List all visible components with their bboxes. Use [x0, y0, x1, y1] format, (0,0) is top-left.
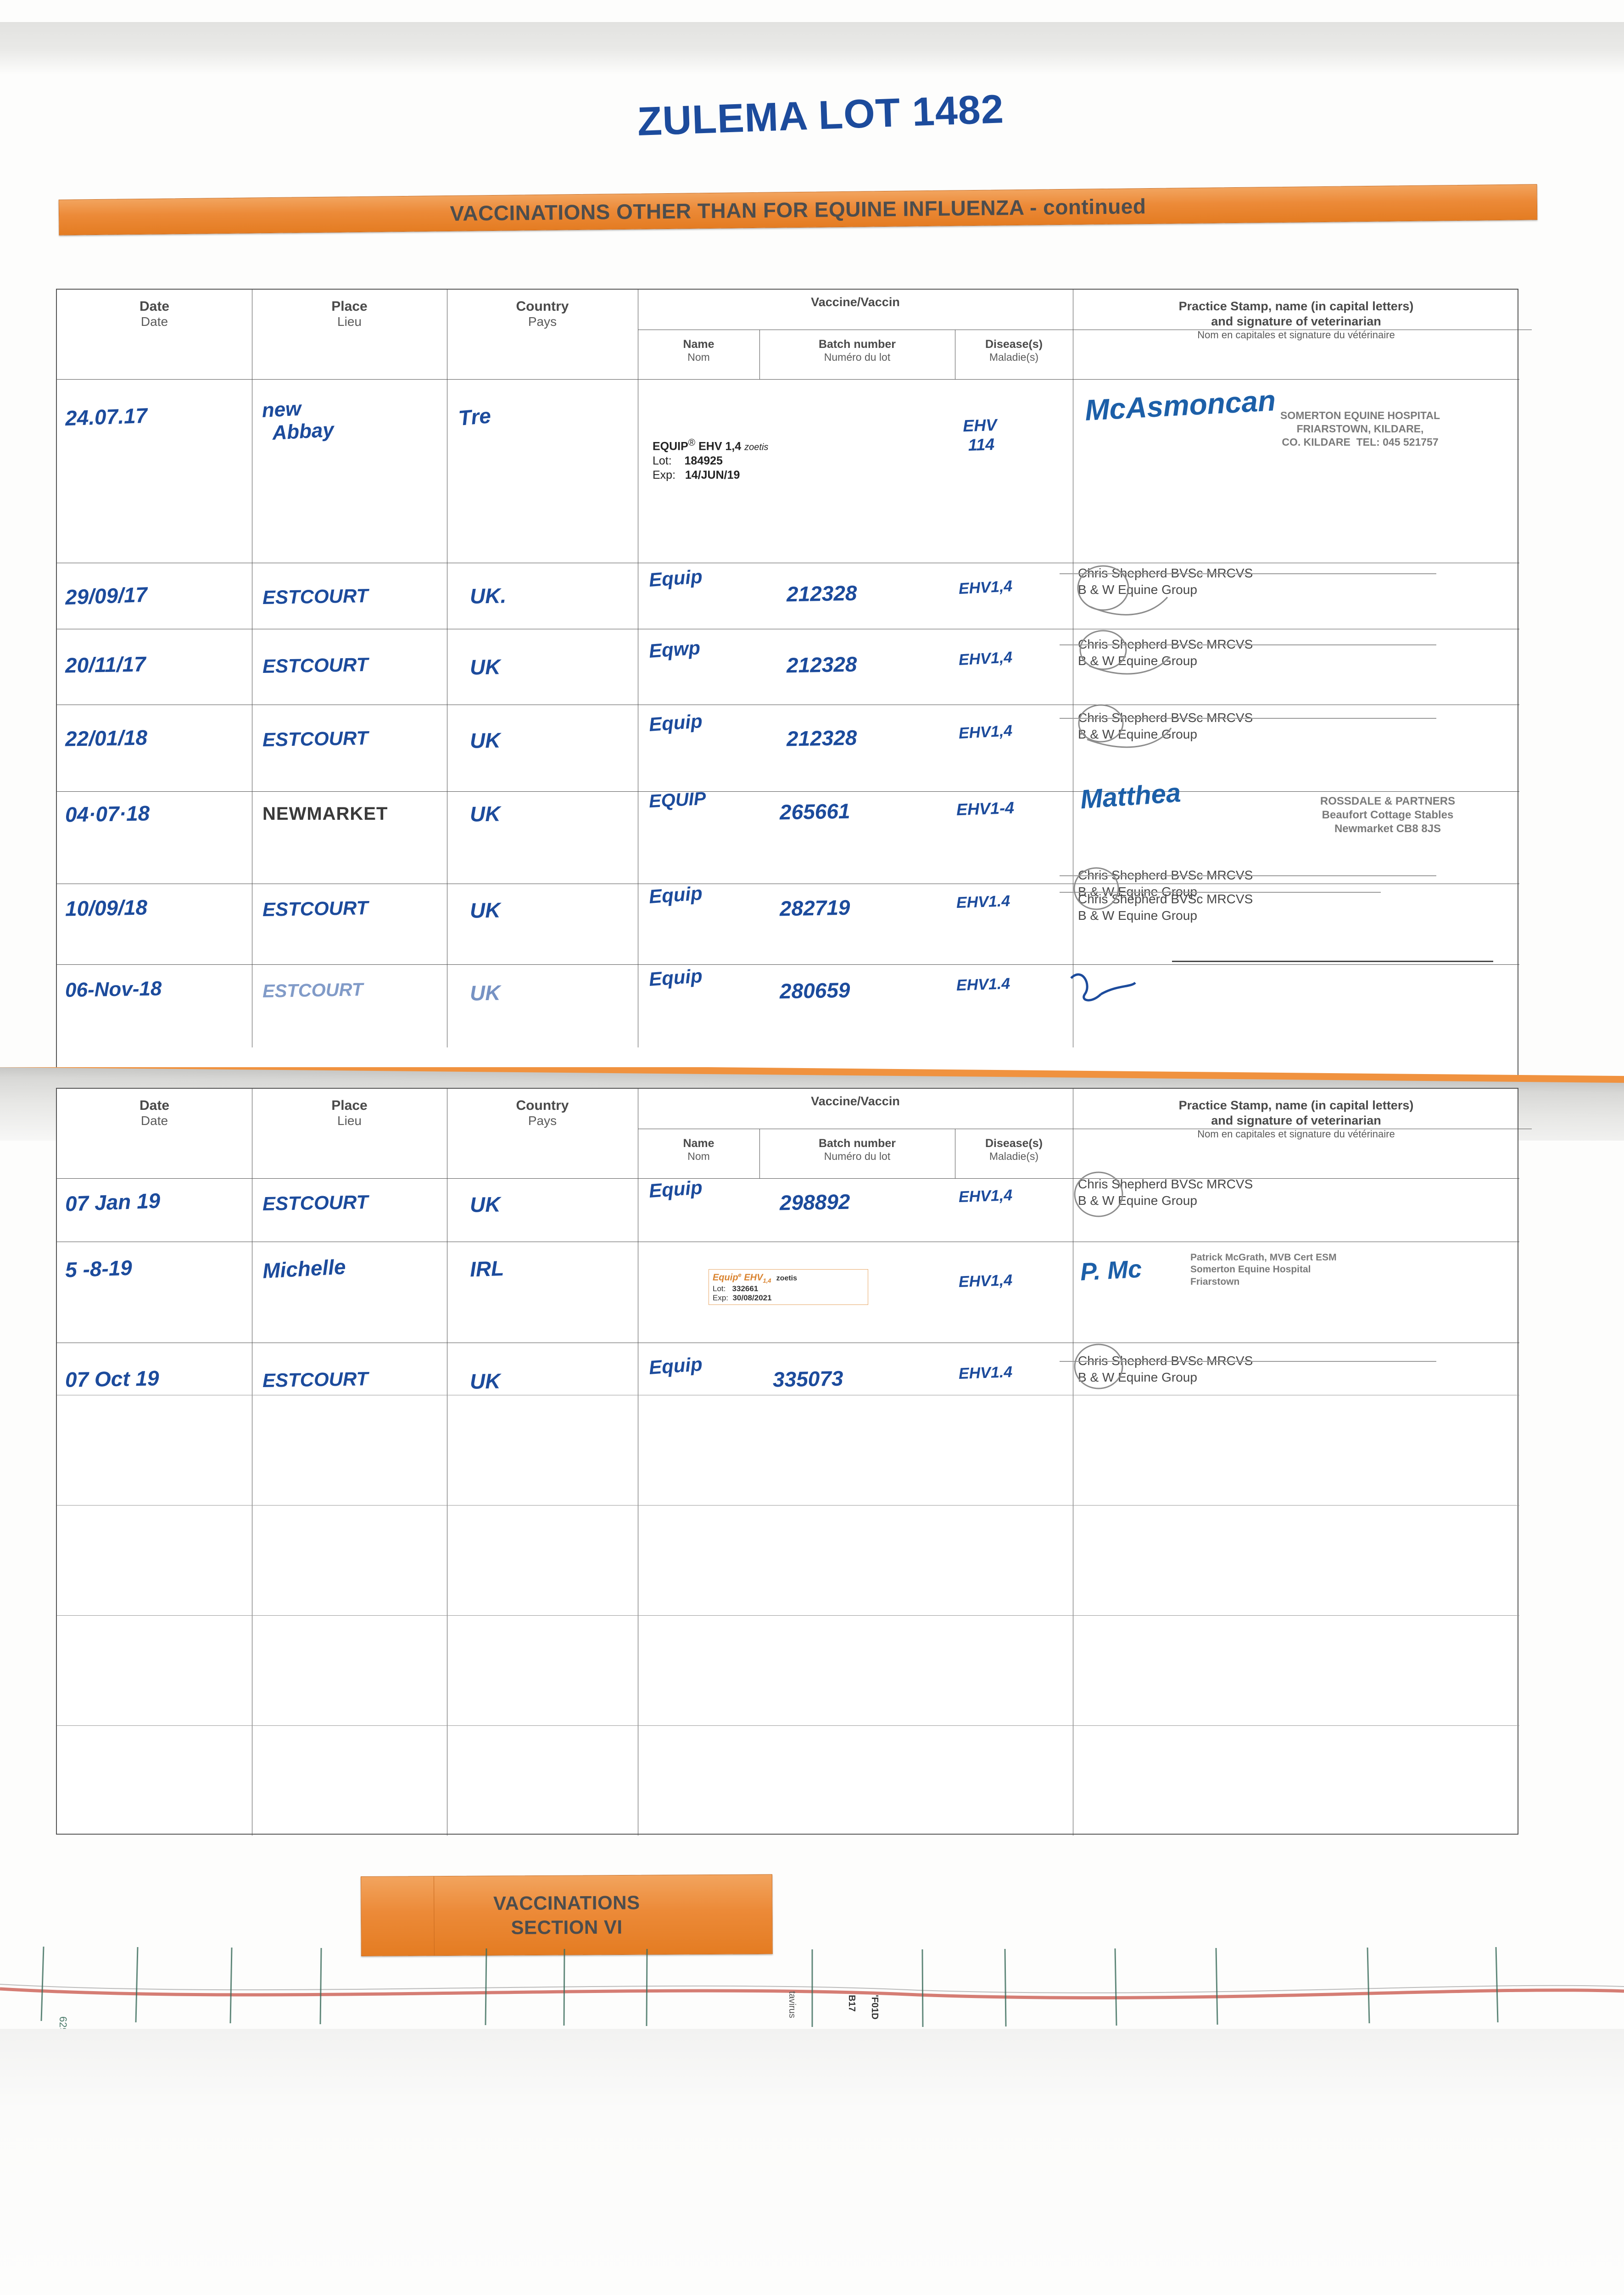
svg-text:'F01D: 'F01D — [870, 1995, 880, 2020]
svg-text:tavirus: tavirus — [787, 1991, 797, 2018]
svg-text:ZULEMA LOT 1482: ZULEMA LOT 1482 — [636, 92, 1005, 144]
svg-text:B17: B17 — [847, 1995, 857, 2012]
